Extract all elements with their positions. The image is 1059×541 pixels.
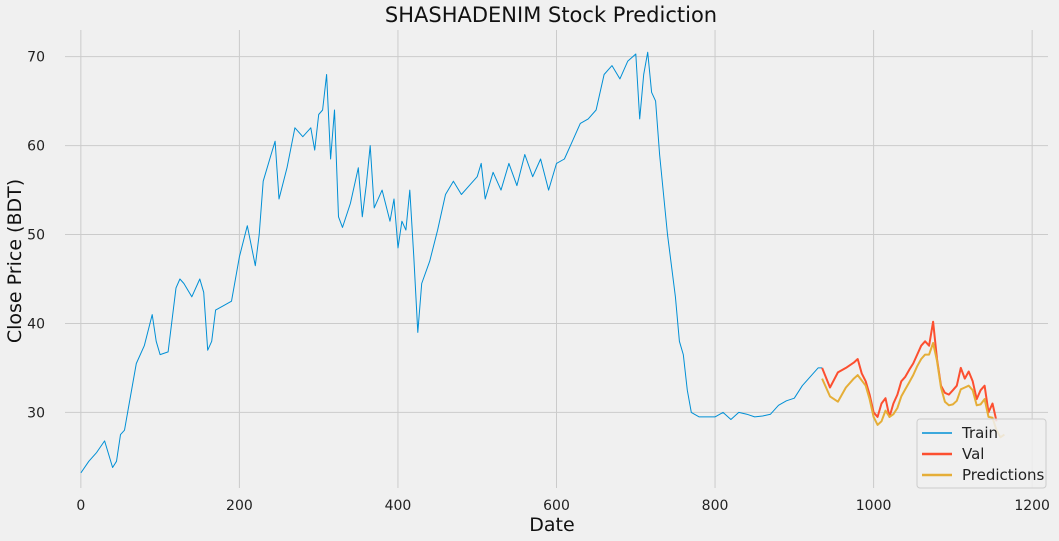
x-tick-label: 400 xyxy=(385,498,412,514)
y-tick-label: 50 xyxy=(27,228,45,244)
x-tick-label: 600 xyxy=(543,498,570,514)
y-axis-label: Close Price (BDT) xyxy=(4,179,26,343)
grid xyxy=(65,30,1048,488)
x-tick-label: 800 xyxy=(702,498,729,514)
legend-label-val: Val xyxy=(962,445,984,463)
legend-label-train: Train xyxy=(961,424,998,442)
series-line-train xyxy=(80,51,823,474)
series-line-predictions xyxy=(821,342,1005,439)
series-line-val xyxy=(821,320,998,422)
x-tick-label: 1200 xyxy=(1014,498,1050,514)
tick-labels: 0 200 400 600 800 1000 1200 30 40 50 60 70 xyxy=(27,50,1050,514)
y-tick-label: 70 xyxy=(27,50,45,66)
legend-box xyxy=(916,418,1047,489)
legend-label-predictions: Predictions xyxy=(962,466,1045,484)
x-tick-label: 1000 xyxy=(856,498,892,514)
y-tick-label: 40 xyxy=(27,316,45,332)
legend: Train Val Predictions xyxy=(916,418,1047,489)
x-axis-label: Date xyxy=(529,514,574,536)
x-tick-label: 0 xyxy=(76,498,85,514)
y-tick-label: 60 xyxy=(27,139,45,155)
y-tick-label: 30 xyxy=(27,405,45,421)
series-lines xyxy=(80,51,1005,474)
x-tick-label: 200 xyxy=(226,498,253,514)
chart-title: SHASHADENIM Stock Prediction xyxy=(385,3,717,27)
